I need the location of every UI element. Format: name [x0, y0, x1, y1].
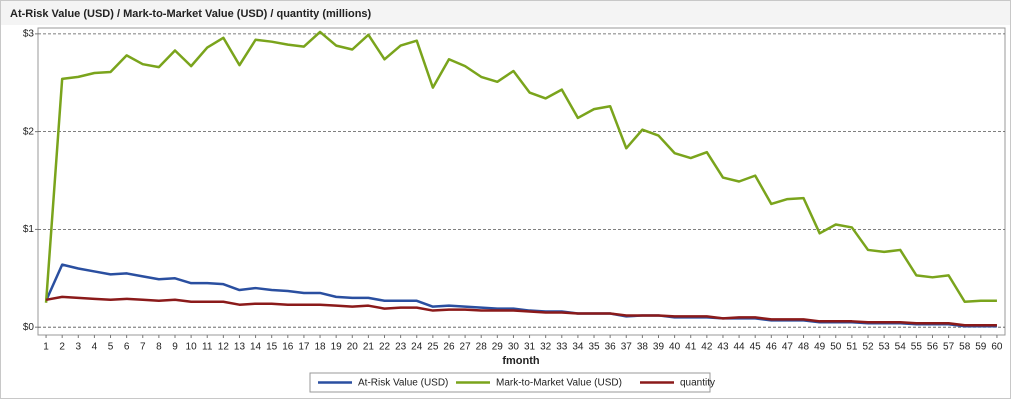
x-tick-label: 31: [524, 342, 536, 353]
x-tick-label: 34: [572, 342, 584, 353]
x-tick-label: 59: [975, 342, 987, 353]
y-tick-label: $3: [23, 29, 35, 40]
y-tick-label: $0: [23, 322, 35, 333]
x-tick-label: 41: [685, 342, 697, 353]
x-tick-label: 7: [140, 342, 146, 353]
x-tick-label: 4: [92, 342, 98, 353]
x-tick-label: 9: [172, 342, 178, 353]
x-tick-label: 47: [782, 342, 794, 353]
x-tick-label: 5: [108, 342, 114, 353]
x-tick-label: 44: [734, 342, 746, 353]
x-tick-label: 12: [218, 342, 230, 353]
x-tick-label: 23: [395, 342, 407, 353]
series-line: [44, 30, 997, 304]
x-tick-label: 42: [701, 342, 713, 353]
x-tick-label: 28: [476, 342, 488, 353]
title-bar: [1, 1, 1010, 25]
x-tick-label: 19: [331, 342, 343, 353]
x-tick-label: 32: [540, 342, 552, 353]
x-tick-label: 17: [298, 342, 310, 353]
x-tick-label: 13: [234, 342, 246, 353]
x-tick-label: 57: [943, 342, 955, 353]
x-tick-label: 35: [588, 342, 600, 353]
x-tick-label: 24: [411, 342, 423, 353]
x-tick-label: 1: [43, 342, 49, 353]
x-tick-label: 3: [76, 342, 82, 353]
x-tick-label: 58: [959, 342, 971, 353]
x-tick-label: 43: [717, 342, 729, 353]
legend-label: Mark-to-Market Value (USD): [496, 378, 622, 389]
x-tick-label: 25: [427, 342, 439, 353]
x-tick-label: 48: [798, 342, 810, 353]
y-tick-label: $2: [23, 126, 35, 137]
x-tick-label: 55: [911, 342, 923, 353]
x-tick-label: 49: [814, 342, 826, 353]
x-tick-label: 38: [637, 342, 649, 353]
x-tick-label: 33: [556, 342, 568, 353]
x-tick-label: 53: [879, 342, 891, 353]
x-tick-label: 6: [124, 342, 130, 353]
x-tick-label: 14: [250, 342, 262, 353]
chart-title: At-Risk Value (USD) / Mark-to-Market Val…: [10, 8, 372, 20]
x-tick-label: 37: [621, 342, 633, 353]
x-tick-label: 46: [766, 342, 778, 353]
x-tick-label: 10: [186, 342, 198, 353]
legend-label: At-Risk Value (USD): [358, 378, 448, 389]
y-tick-label: $1: [23, 224, 35, 235]
x-tick-label: 56: [927, 342, 939, 353]
plot-area: [37, 27, 1006, 336]
legend-box: [309, 372, 711, 393]
x-tick-label: 29: [492, 342, 504, 353]
x-tick-label: 15: [266, 342, 278, 353]
x-tick-label: 30: [508, 342, 520, 353]
x-tick-label: 39: [653, 342, 665, 353]
x-tick-label: 26: [443, 342, 455, 353]
x-tick-label: 54: [895, 342, 907, 353]
legend-label: quantity: [680, 378, 715, 389]
x-tick-label: 11: [202, 342, 213, 353]
x-tick-label: 60: [991, 342, 1003, 353]
x-tick-label: 2: [59, 342, 65, 353]
x-tick-label: 50: [830, 342, 842, 353]
x-tick-label: 52: [862, 342, 874, 353]
x-tick-label: 21: [363, 342, 375, 353]
x-tick-label: 22: [379, 342, 391, 353]
x-tick-label: 27: [460, 342, 472, 353]
x-tick-label: 36: [605, 342, 617, 353]
x-tick-label: 45: [750, 342, 762, 353]
x-tick-label: 8: [156, 342, 162, 353]
x-axis-title: fmonth: [502, 355, 540, 367]
x-tick-label: 18: [314, 342, 326, 353]
x-tick-label: 51: [846, 342, 858, 353]
x-tick-label: 16: [282, 342, 294, 353]
x-tick-label: 20: [347, 342, 359, 353]
x-tick-label: 40: [669, 342, 681, 353]
series-line: [45, 295, 997, 327]
